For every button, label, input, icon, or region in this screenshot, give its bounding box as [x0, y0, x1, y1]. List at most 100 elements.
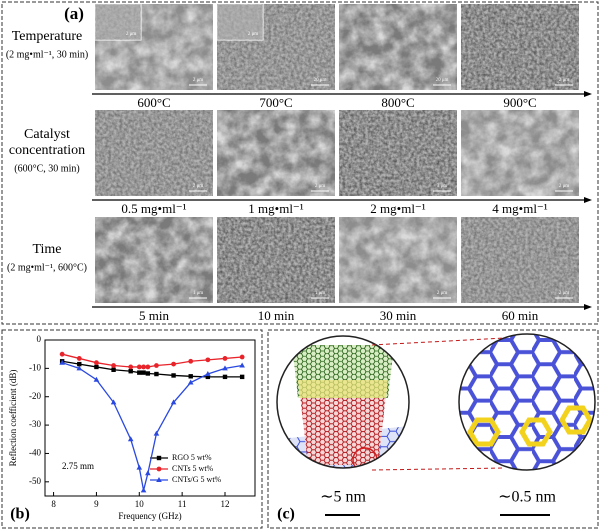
- inset-texture: [217, 4, 263, 40]
- x-tick-label: 12: [221, 499, 230, 509]
- marker: [222, 374, 228, 380]
- marker: [239, 362, 245, 368]
- marker: [222, 356, 228, 361]
- sem-image: [339, 217, 457, 303]
- series-line: [61, 362, 243, 491]
- row-label: Time: [32, 242, 61, 257]
- scale-label: 1 μm: [193, 291, 203, 296]
- marker: [76, 356, 82, 361]
- marker: [145, 364, 151, 370]
- sem-image: [461, 4, 579, 90]
- y-tick-label: -40: [29, 448, 41, 458]
- row-arrowhead: [584, 197, 592, 203]
- marker: [94, 364, 99, 370]
- caption: 600°C: [137, 95, 170, 110]
- marker: [141, 364, 146, 370]
- marker: [145, 371, 151, 376]
- panel-b: -50 -40 -30 -20 -10 0 8 9 10 11 12 Frequency (GHz) R…: [8, 334, 256, 523]
- scale-label: 2 μm: [193, 78, 203, 83]
- scale-label: 2 μm: [437, 291, 447, 296]
- scale-label: 3 μm: [437, 184, 447, 189]
- scale-label: 1 μm: [315, 291, 325, 296]
- row-condition: (2 mg•ml⁻¹, 30 min): [6, 49, 88, 60]
- panel-label: (b): [10, 506, 30, 523]
- marker: [111, 367, 116, 372]
- caption: 2 mg•ml⁻¹: [370, 201, 425, 216]
- marker: [222, 365, 228, 371]
- panel-label: (a): [64, 4, 84, 23]
- plot-frame: [44, 339, 256, 497]
- marker: [93, 376, 100, 382]
- row-label: Catalyst: [24, 127, 70, 142]
- marker: [154, 363, 159, 368]
- scale-label: 20 μm: [436, 78, 449, 83]
- x-tick-label: 9: [94, 499, 99, 509]
- marker: [239, 354, 245, 360]
- scale-label: 2 μm: [315, 184, 325, 189]
- x-tick-label: 8: [51, 499, 56, 509]
- caption: 4 mg•ml⁻¹: [492, 201, 547, 216]
- x-tick-label: 11: [178, 499, 187, 509]
- sem-image: [461, 217, 579, 303]
- legend-label: RGO 5 wt%: [172, 453, 212, 462]
- y-tick-label: -30: [29, 419, 41, 429]
- row-arrowhead: [584, 304, 592, 310]
- marker: [76, 365, 83, 371]
- caption: 900°C: [503, 95, 536, 110]
- row-condition: (600°C, 30 min): [14, 163, 79, 174]
- sem-image: [95, 110, 213, 196]
- x-axis-label: Frequency (GHz): [118, 511, 181, 521]
- panel-c-frame: [267, 329, 599, 529]
- marker: [136, 364, 142, 370]
- caption: 30 min: [380, 308, 417, 323]
- x-tick-label: 10: [135, 499, 145, 509]
- marker: [94, 360, 99, 366]
- y-tick-label: -10: [29, 362, 41, 372]
- scale-label: 2 μm: [559, 291, 569, 296]
- panel-a: Temperature (2 mg•ml⁻¹, 30 min) 2 μm 600°C 2…: [6, 3, 592, 323]
- marker: [188, 374, 193, 379]
- scale-label: ∼0.5 nm: [498, 489, 556, 506]
- scale-label: 20 μm: [314, 78, 327, 83]
- sem-image: [217, 110, 335, 196]
- row-arrowhead: [584, 91, 592, 97]
- legend-label: CNTs/G 5 wt%: [172, 475, 222, 484]
- caption: 0.5 mg•ml⁻¹: [121, 201, 186, 216]
- caption: 800°C: [381, 95, 414, 110]
- y-tick-label: 0: [37, 334, 42, 344]
- sem-image: [339, 110, 457, 196]
- caption: 60 min: [502, 308, 539, 323]
- marker: [59, 359, 65, 365]
- marker: [171, 361, 176, 367]
- scale-label: ∼5 nm: [320, 489, 366, 506]
- caption: 5 min: [139, 308, 169, 323]
- caption: 1 mg•ml⁻¹: [248, 201, 303, 216]
- legend-marker: [156, 466, 162, 472]
- marker: [127, 436, 134, 442]
- y-axis-label: Reflection coefficient (dB): [8, 370, 18, 467]
- marker: [111, 363, 116, 368]
- scale-label: 2 μm: [559, 184, 569, 189]
- marker: [77, 361, 82, 367]
- panel-label-box: [58, 4, 90, 24]
- marker: [171, 373, 176, 378]
- row-condition: (2 mg•ml⁻¹, 600°C): [7, 262, 87, 273]
- row-label: concentration: [9, 143, 85, 158]
- marker: [140, 487, 147, 493]
- marker: [205, 374, 211, 380]
- y-tick-label: -20: [29, 391, 41, 401]
- marker: [239, 374, 245, 380]
- marker: [187, 379, 194, 385]
- sem-image: [461, 110, 579, 196]
- panel-label: (c): [277, 506, 295, 523]
- sem-image: [95, 217, 213, 303]
- marker: [110, 399, 117, 405]
- scale-label: 2 μm: [559, 78, 569, 83]
- sem-image: [339, 4, 457, 90]
- inset-scale: 2 μm: [126, 32, 136, 37]
- legend-marker: [156, 455, 162, 461]
- panel-c: ∼5 nm ∼0.5 nm (c): [276, 333, 596, 523]
- marker: [145, 470, 151, 476]
- marker: [59, 351, 65, 357]
